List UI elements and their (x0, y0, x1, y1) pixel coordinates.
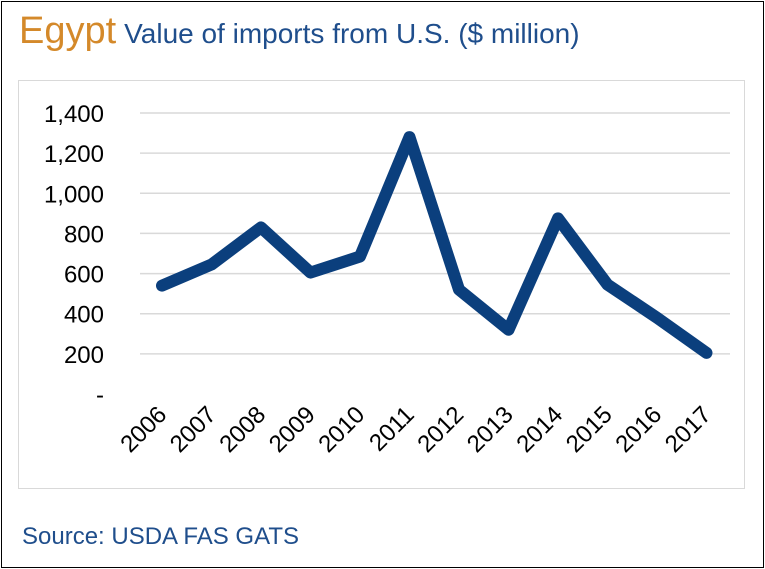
x-tick-label: 2015 (561, 401, 618, 458)
chart-title: Value of imports from U.S. ($ million) (124, 18, 580, 49)
chart-header: Egypt Value of imports from U.S. ($ milli… (19, 10, 580, 53)
series-line (156, 131, 713, 359)
data-point (458, 289, 460, 291)
y-tick-label: 200 (64, 342, 104, 369)
data-point (260, 226, 262, 228)
x-tick-label: 2016 (610, 401, 667, 458)
x-tick-label: 2007 (165, 401, 222, 458)
data-point (310, 272, 311, 274)
x-axis-labels: 2006200720082009201020112012201320142015… (115, 401, 716, 458)
y-axis-labels: - 200 400 600 800 1,000 1,200 1,400 (44, 101, 104, 409)
data-point (161, 285, 163, 287)
data-point (656, 317, 658, 319)
data-point (706, 352, 707, 354)
y-tick-label: 600 (64, 262, 104, 289)
x-tick-label: 2006 (115, 401, 172, 458)
y-tick-label: 1,400 (44, 101, 104, 128)
gridlines (140, 112, 730, 355)
data-point (409, 136, 410, 138)
data-point (557, 217, 559, 219)
series (156, 131, 713, 359)
y-tick-label: - (96, 382, 104, 409)
y-tick-label: 800 (64, 221, 104, 248)
country-name: Egypt (19, 10, 117, 52)
data-point (607, 284, 608, 286)
x-tick-label: 2012 (412, 401, 469, 458)
y-tick-label: 400 (64, 302, 104, 329)
x-tick-label: 2011 (364, 401, 420, 457)
x-tick-label: 2017 (660, 401, 717, 458)
x-tick-label: 2010 (313, 401, 370, 458)
x-tick-label: 2014 (511, 401, 568, 458)
x-tick-label: 2008 (214, 401, 271, 458)
x-tick-label: 2009 (264, 401, 321, 458)
data-point (508, 329, 509, 331)
y-tick-label: 1,200 (44, 141, 104, 168)
y-tick-label: 1,000 (44, 181, 104, 208)
source-note: Source: USDA FAS GATS (22, 523, 299, 550)
plot-area (18, 80, 745, 489)
data-point (211, 264, 212, 266)
x-tick-label: 2013 (462, 401, 519, 458)
data-point (359, 256, 361, 258)
